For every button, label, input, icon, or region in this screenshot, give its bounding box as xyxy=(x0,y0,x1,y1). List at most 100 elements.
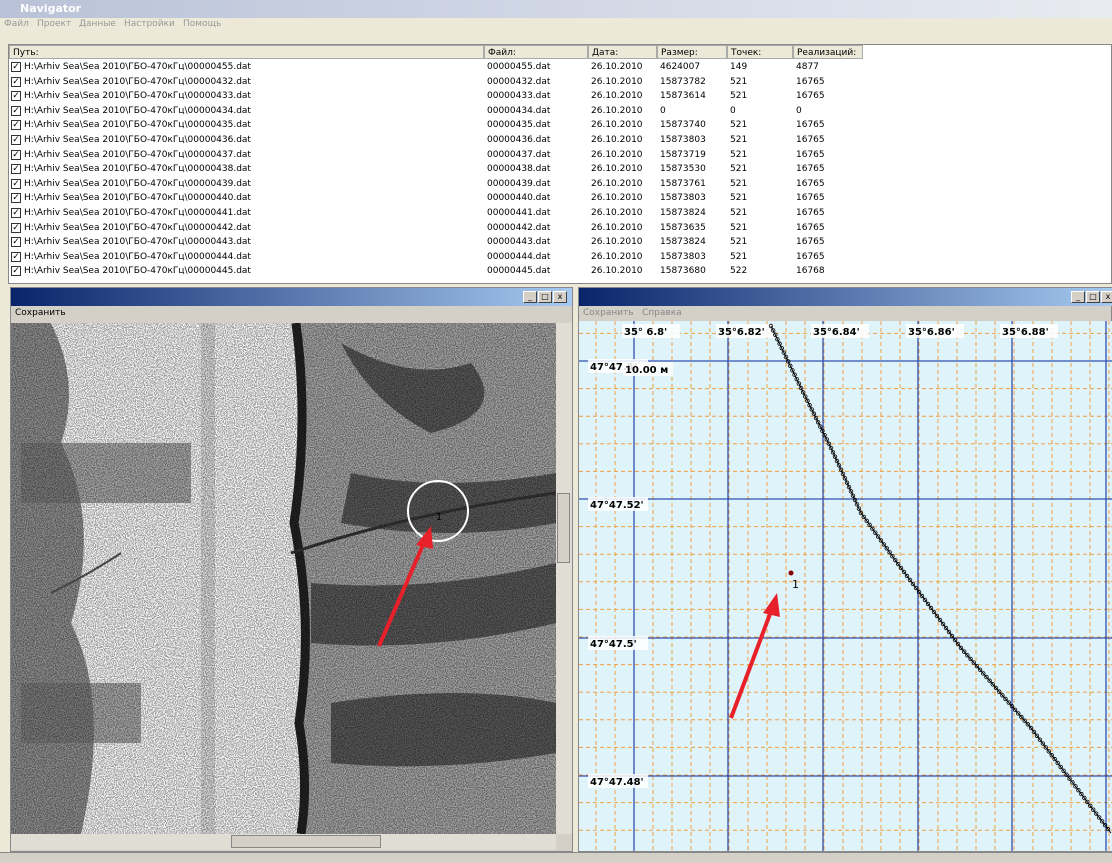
table-cell: 521 xyxy=(730,135,792,145)
menu-item[interactable]: Настройки xyxy=(124,19,175,29)
table-cell: 15873803 xyxy=(660,193,726,203)
table-cell: 15873719 xyxy=(660,150,726,160)
table-cell: 16768 xyxy=(796,266,862,276)
minimize-button[interactable]: _ xyxy=(1071,291,1085,303)
menu-item[interactable]: Справка xyxy=(642,308,682,318)
table-cell: 521 xyxy=(730,193,792,203)
table-cell: 00000442.dat xyxy=(487,223,587,233)
x-label: 35°6.86' xyxy=(908,327,955,338)
checkbox[interactable]: ✓ xyxy=(11,179,21,189)
marker-label: 1 xyxy=(792,578,799,591)
x-label: 35°6.88' xyxy=(1002,327,1049,338)
checkbox[interactable]: ✓ xyxy=(11,91,21,101)
table-cell: H:\Arhiv Sea\Sea 2010\ГБО-470кГц\0000044… xyxy=(24,208,495,218)
table-cell: 00000440.dat xyxy=(487,193,587,203)
checkbox[interactable]: ✓ xyxy=(11,237,21,247)
menu-item[interactable]: Сохранить xyxy=(15,308,66,318)
menu-bar: Файл Проект Данные Настройки Помощь xyxy=(0,18,1112,31)
table-cell: H:\Arhiv Sea\Sea 2010\ГБО-470кГц\0000044… xyxy=(24,223,495,233)
column-header: Путь: xyxy=(9,45,484,59)
table-cell: 26.10.2010 xyxy=(591,135,656,145)
table-cell: 16765 xyxy=(796,193,862,203)
table-cell: 26.10.2010 xyxy=(591,208,656,218)
scroll-thumb[interactable] xyxy=(231,835,381,848)
checkbox[interactable]: ✓ xyxy=(11,223,21,233)
table-cell: 16765 xyxy=(796,164,862,174)
table-cell: 0 xyxy=(730,106,792,116)
table-cell: 00000435.dat xyxy=(487,120,587,130)
y-label: 47°47.5' xyxy=(590,639,637,650)
x-label: 35°6.84' xyxy=(813,327,860,338)
checkbox[interactable]: ✓ xyxy=(11,77,21,87)
table-cell: 26.10.2010 xyxy=(591,62,656,72)
column-header: Дата: xyxy=(588,45,657,59)
table-cell: 521 xyxy=(730,77,792,87)
x-label: 35° 6.8' xyxy=(624,327,667,338)
table-cell: 15873740 xyxy=(660,120,726,130)
table-cell: 521 xyxy=(730,164,792,174)
scroll-thumb[interactable] xyxy=(557,493,570,563)
table-cell: 16765 xyxy=(796,223,862,233)
table-cell: 15873530 xyxy=(660,164,726,174)
checkbox[interactable]: ✓ xyxy=(11,208,21,218)
table-cell: 00000445.dat xyxy=(487,266,587,276)
table-cell: 521 xyxy=(730,120,792,130)
table-cell: 26.10.2010 xyxy=(591,179,656,189)
checkbox[interactable]: ✓ xyxy=(11,266,21,276)
sonar-marker-label: 1 xyxy=(436,512,442,523)
table-cell: 15873824 xyxy=(660,208,726,218)
table-cell: 16765 xyxy=(796,77,862,87)
table-cell: 26.10.2010 xyxy=(591,193,656,203)
checkbox[interactable]: ✓ xyxy=(11,120,21,130)
table-cell: 00000433.dat xyxy=(487,91,587,101)
map-view: 35° 6.8'35°6.82'35°6.84'35°6.86'35°6.88'… xyxy=(579,321,1112,851)
table-cell: H:\Arhiv Sea\Sea 2010\ГБО-470кГц\0000043… xyxy=(24,135,495,145)
close-button[interactable]: x xyxy=(1101,291,1112,303)
table-cell: 00000443.dat xyxy=(487,237,587,247)
checkbox[interactable]: ✓ xyxy=(11,62,21,72)
table-cell: 15873782 xyxy=(660,77,726,87)
table-cell: 26.10.2010 xyxy=(591,164,656,174)
close-button[interactable]: x xyxy=(553,291,567,303)
horizontal-scrollbar[interactable] xyxy=(11,834,556,850)
table-cell: 00000432.dat xyxy=(487,77,587,87)
table-cell: 15873614 xyxy=(660,91,726,101)
table-cell: 16765 xyxy=(796,237,862,247)
table-cell: H:\Arhiv Sea\Sea 2010\ГБО-470кГц\0000043… xyxy=(24,77,495,87)
table-cell: 26.10.2010 xyxy=(591,106,656,116)
table-cell: 521 xyxy=(730,252,792,262)
menu-item[interactable]: Сохранить xyxy=(583,308,634,318)
title-bar: Navigator xyxy=(0,0,1112,18)
checkbox[interactable]: ✓ xyxy=(11,252,21,262)
menu-item[interactable]: Проект xyxy=(37,19,71,29)
table-cell: 15873803 xyxy=(660,252,726,262)
status-bar xyxy=(0,852,1112,863)
table-cell: 16765 xyxy=(796,179,862,189)
sonar-title-bar xyxy=(11,288,572,306)
minimize-button[interactable]: _ xyxy=(523,291,537,303)
table-cell: 00000455.dat xyxy=(487,62,587,72)
table-cell: H:\Arhiv Sea\Sea 2010\ГБО-470кГц\0000043… xyxy=(24,164,495,174)
checkbox[interactable]: ✓ xyxy=(11,164,21,174)
column-header: Реализаций: xyxy=(793,45,863,59)
menu-item[interactable]: Данные xyxy=(79,19,116,29)
table-cell: 15873680 xyxy=(660,266,726,276)
window-title: Navigator xyxy=(20,2,81,15)
checkbox[interactable]: ✓ xyxy=(11,193,21,203)
maximize-button[interactable]: □ xyxy=(1086,291,1100,303)
checkbox[interactable]: ✓ xyxy=(11,135,21,145)
checkbox[interactable]: ✓ xyxy=(11,150,21,160)
table-cell: 521 xyxy=(730,150,792,160)
checkbox[interactable]: ✓ xyxy=(11,106,21,116)
table-cell: 26.10.2010 xyxy=(591,252,656,262)
maximize-button[interactable]: □ xyxy=(538,291,552,303)
table-cell: 16765 xyxy=(796,208,862,218)
vertical-scrollbar[interactable] xyxy=(556,323,572,834)
table-cell: 4877 xyxy=(796,62,862,72)
table-cell: 00000436.dat xyxy=(487,135,587,145)
menu-item[interactable]: Файл xyxy=(4,19,29,29)
table-cell: 15873635 xyxy=(660,223,726,233)
column-header: Точек: xyxy=(727,45,793,59)
menu-item[interactable]: Помощь xyxy=(183,19,221,29)
